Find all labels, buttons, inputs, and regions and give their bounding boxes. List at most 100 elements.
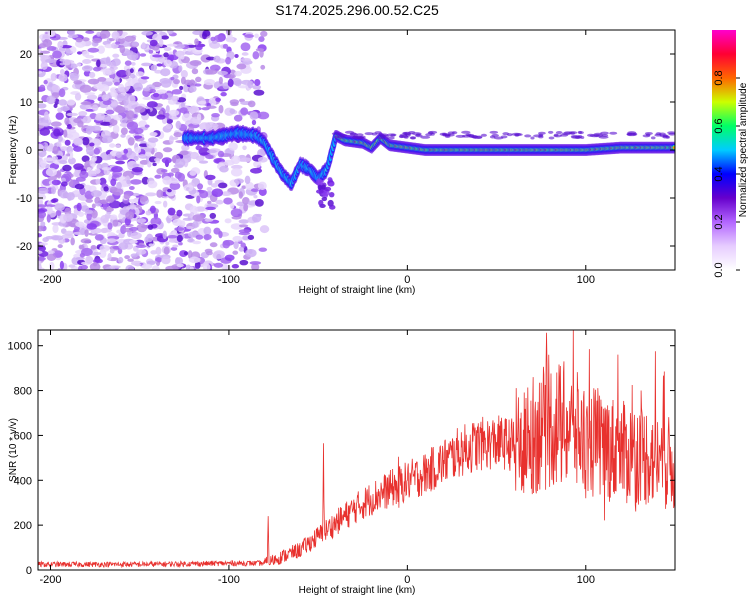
spectrogram-cell	[257, 156, 268, 163]
spectrogram-cell	[141, 176, 150, 185]
spectrogram-cell	[210, 36, 216, 42]
spectrogram-cell	[139, 195, 149, 202]
spectrogram-cell	[168, 51, 173, 55]
spectrogram-cell	[145, 192, 157, 197]
spectrogram-cell	[219, 165, 229, 173]
spectrogram-cell	[672, 146, 675, 149]
spectrogram-cell	[107, 252, 112, 261]
spectrogram-cell	[195, 44, 203, 51]
spectrogram-cell	[187, 250, 193, 259]
spectrogram-cell	[38, 245, 46, 252]
spectrogram-cell	[135, 244, 147, 248]
spectrogram-cell	[154, 200, 162, 205]
spectrogram-cell	[88, 71, 96, 79]
spectrogram-cell	[94, 234, 104, 241]
spectrogram-cell	[609, 131, 618, 135]
spectrogram-cell	[538, 135, 544, 139]
spectrogram-cell	[58, 73, 68, 82]
spectrogram-cell	[162, 230, 167, 240]
spectrogram-cell	[251, 119, 257, 126]
spectrogram-cell	[218, 76, 223, 85]
spectrogram-cell	[238, 219, 249, 224]
spectrogram-cell	[51, 179, 62, 186]
spectrogram-cell	[321, 184, 326, 190]
spectrogram-cell	[211, 112, 220, 118]
spectrogram-cell	[134, 263, 142, 267]
spectrogram-cell	[38, 187, 49, 194]
spectrogram-cell	[112, 114, 123, 121]
spectrogram-cell	[244, 34, 254, 38]
spectrogram-cell	[59, 69, 65, 75]
spectrogram-cell	[45, 58, 57, 64]
spectrogram-cell	[61, 233, 74, 239]
spectrogram-cell	[93, 147, 101, 155]
spectrogram-cell	[46, 214, 51, 223]
spectrogram-cell	[233, 114, 243, 122]
spectrogram-cell	[52, 50, 62, 59]
spectrogram-cell	[133, 135, 143, 139]
spectrogram-cell	[85, 255, 94, 264]
spectrogram-cell	[228, 142, 238, 151]
spectrogram-cell	[100, 121, 113, 126]
spectrogram-cell	[233, 240, 239, 250]
spectrogram-cell	[45, 204, 56, 208]
y-tick-label: 400	[14, 475, 32, 487]
spectrogram-cell	[124, 255, 130, 260]
spectrogram-cell	[138, 154, 147, 158]
spectrogram-cell	[51, 84, 61, 93]
spectrogram-cell	[167, 207, 176, 216]
spectrogram-cell	[195, 155, 205, 162]
spectrogram-cell	[150, 64, 158, 72]
spectrogram-cell	[356, 133, 364, 137]
spectrogram-cell	[112, 219, 119, 227]
spectrogram-cell	[87, 170, 96, 175]
spectrogram-cell	[76, 63, 82, 67]
spectrogram-cell	[163, 52, 169, 58]
spectrogram-cell	[179, 107, 188, 114]
spectrogram-cell	[175, 120, 182, 130]
spectrogram-cell	[99, 57, 111, 64]
spectrogram-cell	[217, 182, 228, 189]
spectrogram-cell	[238, 191, 243, 199]
spectrogram-cell	[43, 111, 49, 120]
spectrogram-cell	[206, 186, 213, 192]
spectrogram-cell	[128, 185, 135, 190]
spectrogram-cell	[489, 135, 496, 139]
spectrogram-cell	[250, 188, 259, 193]
spectrogram-cell	[230, 223, 243, 230]
spectrogram-cell	[155, 246, 162, 256]
spectrogram-cell	[38, 43, 47, 49]
spectrogram-cell	[241, 52, 249, 56]
spectrogram-cell	[189, 59, 202, 67]
spectrogram-cell	[109, 265, 121, 269]
spectrogram-cell	[42, 237, 49, 243]
spectrogram-cell	[192, 214, 205, 222]
spectrogram-cell	[135, 71, 145, 77]
spectrogram-cell	[84, 229, 89, 237]
spectrogram-cell	[259, 225, 270, 234]
spectrogram-cell	[182, 217, 194, 221]
spectrogram-cell	[40, 61, 48, 70]
x-tick-label: 100	[577, 274, 595, 286]
spectrogram-cell	[45, 167, 58, 177]
spectrogram-cell	[147, 180, 158, 189]
spectrogram-cell	[324, 186, 332, 192]
spectrogram-cell	[129, 68, 134, 74]
spectrogram-cell	[165, 241, 170, 246]
spectrogram-cell	[222, 239, 235, 246]
spectrogram-cell	[243, 203, 249, 212]
spectrogram-cell	[62, 164, 72, 172]
spectrogram-cell	[52, 155, 58, 161]
spectrogram-cell	[150, 250, 158, 255]
spectrogram-cell	[67, 157, 76, 165]
spectrogram-cell	[161, 256, 171, 265]
spectrogram-cell	[195, 145, 203, 151]
spectrogram-cell	[253, 160, 262, 168]
snr-x-label: Height of straight line (km)	[299, 585, 416, 596]
spectrogram-cell	[165, 123, 173, 130]
spectrogram-cell	[202, 263, 211, 270]
spectrogram-cell	[172, 244, 179, 248]
spectrogram-cell	[570, 131, 576, 135]
spectrogram-cell	[60, 106, 70, 112]
spectrogram-cell	[578, 131, 584, 135]
